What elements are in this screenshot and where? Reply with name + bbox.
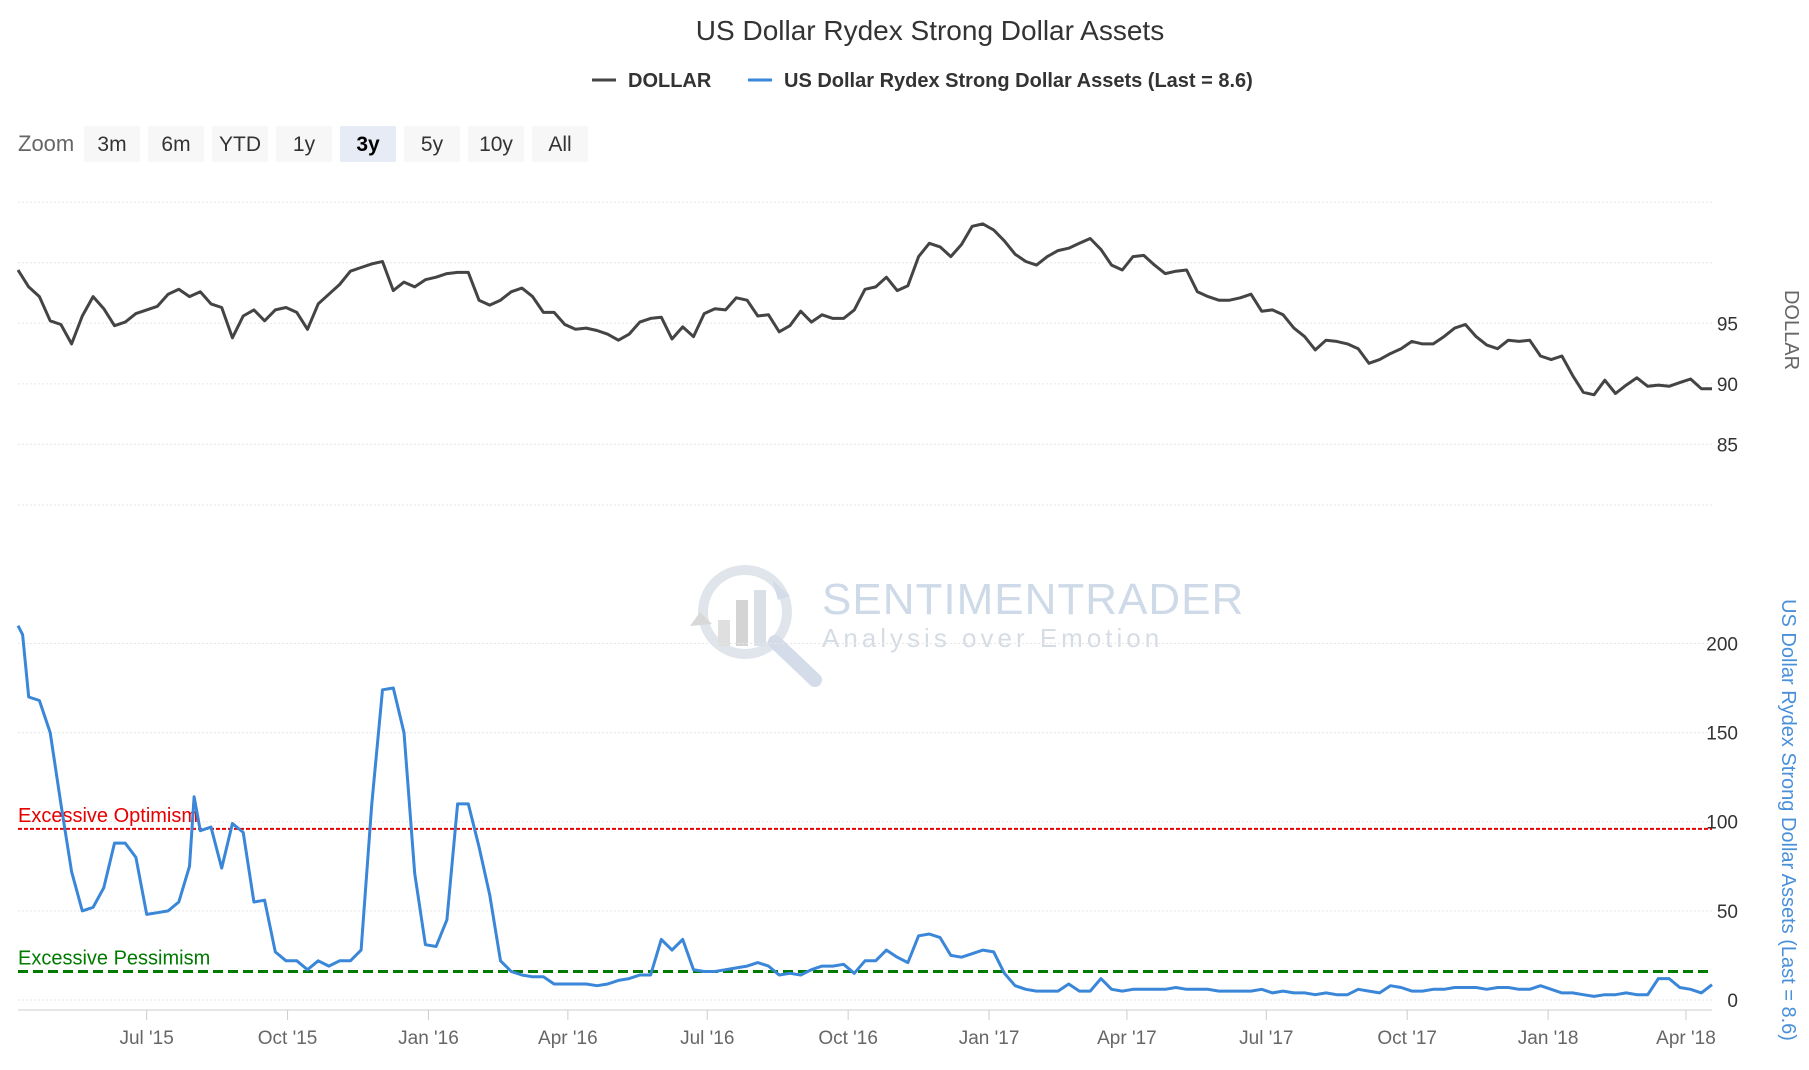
x-tick-label: Apr '18 bbox=[1656, 1028, 1716, 1049]
zoom-button-bg bbox=[340, 126, 396, 162]
dollar-y-axis: 85 90 95 bbox=[1717, 314, 1738, 456]
reference-lines: Excessive Optimism Excessive Pessimism bbox=[18, 805, 1712, 973]
zoom-button-label: 10y bbox=[479, 133, 513, 156]
rydex-y-axis: 0 50 100 150 200 bbox=[1706, 634, 1738, 1012]
x-tick-label: Oct '15 bbox=[258, 1028, 318, 1049]
dollar-series-line[interactable] bbox=[16, 222, 1712, 397]
x-tick-label: Oct '17 bbox=[1377, 1028, 1437, 1049]
zoom-button-label: 6m bbox=[161, 133, 190, 156]
x-tick-label: Jan '16 bbox=[398, 1028, 459, 1049]
rydex-y-tick-label: 100 bbox=[1706, 813, 1738, 834]
zoom-button-label: 3m bbox=[97, 133, 126, 156]
rydex-axis-title: US Dollar Rydex Strong Dollar Assets (La… bbox=[1777, 599, 1799, 1041]
zoom-button-bg bbox=[276, 126, 332, 162]
legend-label-rydex: US Dollar Rydex Strong Dollar Assets (La… bbox=[784, 70, 1253, 92]
reference-label-optimism: Excessive Optimism bbox=[18, 805, 198, 827]
x-tick-label: Jul '15 bbox=[119, 1028, 173, 1049]
legend-label-dollar: DOLLAR bbox=[628, 70, 712, 92]
zoom-button-bg bbox=[532, 126, 588, 162]
rydex-y-tick-label: 150 bbox=[1706, 724, 1738, 745]
dollar-gridlines bbox=[18, 201, 1712, 506]
x-tick-label: Jul '16 bbox=[680, 1028, 734, 1049]
zoom-button-bg bbox=[212, 126, 268, 162]
zoom-button-bg bbox=[148, 126, 204, 162]
zoom-button-bg bbox=[84, 126, 140, 162]
zoom-button-5y[interactable]: 5y bbox=[404, 126, 460, 162]
zoom-button-10y[interactable]: 10y bbox=[468, 126, 524, 162]
zoom-button-label: YTD bbox=[219, 133, 261, 156]
rydex-gridlines bbox=[18, 642, 1712, 1001]
zoom-button-bg bbox=[404, 126, 460, 162]
watermark-brand: SENTIMENTRADER bbox=[822, 575, 1244, 624]
dollar-y-tick-label: 95 bbox=[1717, 314, 1738, 335]
x-tick-label: Jul '17 bbox=[1239, 1028, 1293, 1049]
rydex-y-tick-label: 0 bbox=[1727, 991, 1738, 1012]
chart-title: US Dollar Rydex Strong Dollar Assets bbox=[696, 15, 1164, 46]
dollar-y-tick-label: 85 bbox=[1717, 435, 1738, 456]
zoom-button-ytd[interactable]: YTD bbox=[212, 126, 268, 162]
rydex-y-tick-label: 200 bbox=[1706, 634, 1738, 655]
watermark: SENTIMENTRADER Analysis over Emotion bbox=[690, 565, 1244, 687]
zoom-button-3y[interactable]: 3y bbox=[340, 126, 396, 162]
x-tick-label: Apr '16 bbox=[538, 1028, 598, 1049]
zoom-button-label: 1y bbox=[293, 133, 316, 156]
legend-item-rydex[interactable]: US Dollar Rydex Strong Dollar Assets (La… bbox=[748, 70, 1253, 92]
dollar-axis-title: DOLLAR bbox=[1780, 290, 1802, 370]
watermark-tagline: Analysis over Emotion bbox=[822, 623, 1163, 653]
legend: DOLLAR US Dollar Rydex Strong Dollar Ass… bbox=[592, 70, 1253, 92]
zoom-button-3m[interactable]: 3m bbox=[84, 126, 140, 162]
x-tick-label: Jan '18 bbox=[1518, 1028, 1579, 1049]
rydex-y-tick-label: 50 bbox=[1717, 902, 1738, 923]
zoom-buttons: 3m 6m YTD 1y 3y 5y 10y All bbox=[84, 126, 588, 162]
zoom-button-bg bbox=[468, 126, 524, 162]
rydex-pane: 0 50 100 150 200 US Dollar Rydex Strong Doll… bbox=[16, 599, 1799, 1041]
zoom-button-1y[interactable]: 1y bbox=[276, 126, 332, 162]
zoom-button-all[interactable]: All bbox=[532, 126, 588, 162]
dollar-pane: 85 90 95 DOLLAR bbox=[16, 201, 1802, 506]
dollar-y-tick-label: 90 bbox=[1717, 375, 1738, 396]
zoom-button-label: 5y bbox=[421, 133, 444, 156]
zoom-button-label: 3y bbox=[356, 133, 380, 156]
x-tick-label: Oct '16 bbox=[818, 1028, 878, 1049]
zoom-button-label: All bbox=[548, 133, 571, 156]
zoom-label: Zoom bbox=[18, 131, 74, 156]
zoom-button-6m[interactable]: 6m bbox=[148, 126, 204, 162]
x-tick-label: Apr '17 bbox=[1097, 1028, 1157, 1049]
legend-item-dollar[interactable]: DOLLAR bbox=[592, 70, 712, 92]
reference-label-pessimism: Excessive Pessimism bbox=[18, 947, 210, 969]
x-tick-label: Jan '17 bbox=[959, 1028, 1020, 1049]
rydex-series-line[interactable] bbox=[16, 625, 1713, 998]
watermark-logo-icon bbox=[690, 565, 822, 687]
x-axis: Jul '15 Oct '15 Jan '16 Apr '16 Jul '16 Oct '… bbox=[119, 1010, 1716, 1049]
